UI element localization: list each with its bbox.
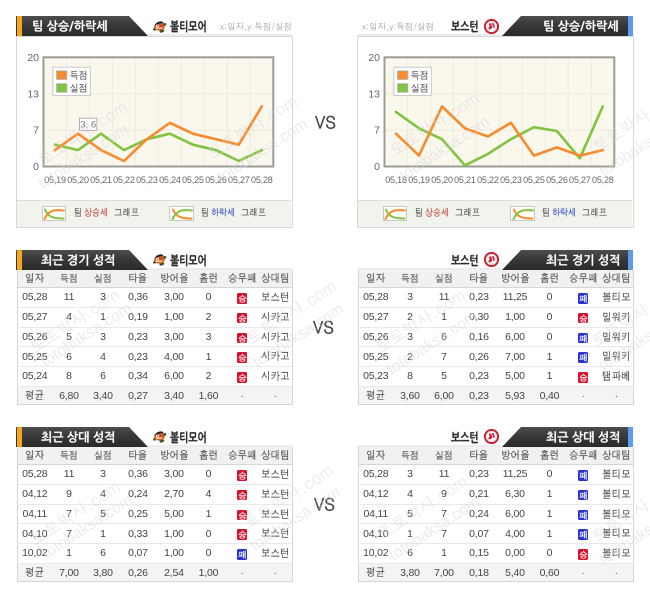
- svg-text:05,22: 05,22: [477, 175, 499, 185]
- svg-text:05,20: 05,20: [67, 175, 89, 185]
- svg-text:05,22: 05,22: [113, 175, 135, 185]
- svg-text:0: 0: [374, 161, 380, 173]
- svg-text:05,26: 05,26: [546, 175, 568, 185]
- svg-text:05,23: 05,23: [500, 175, 522, 185]
- svg-text:13: 13: [27, 88, 39, 100]
- svg-text:05,25: 05,25: [182, 175, 204, 185]
- svg-text:05,21: 05,21: [454, 175, 476, 185]
- svg-text:20: 20: [27, 52, 39, 64]
- svg-text:05,25: 05,25: [523, 175, 545, 185]
- svg-text:05,23: 05,23: [136, 175, 158, 185]
- svg-text:05,27: 05,27: [228, 175, 250, 185]
- svg-text:05,19: 05,19: [44, 175, 66, 185]
- svg-text:0: 0: [33, 161, 39, 173]
- svg-text:05,20: 05,20: [431, 175, 453, 185]
- svg-text:05,24: 05,24: [159, 175, 181, 185]
- svg-text:05,27: 05,27: [569, 175, 591, 185]
- svg-text:13: 13: [368, 88, 380, 100]
- svg-text:05,19: 05,19: [408, 175, 430, 185]
- svg-text:7: 7: [374, 125, 380, 137]
- svg-text:7: 7: [33, 125, 39, 137]
- svg-text:05,18: 05,18: [385, 175, 407, 185]
- svg-text:20: 20: [368, 52, 380, 64]
- svg-text:05,21: 05,21: [90, 175, 112, 185]
- svg-text:05,28: 05,28: [251, 175, 273, 185]
- svg-text:05,26: 05,26: [205, 175, 227, 185]
- svg-text:05,28: 05,28: [592, 175, 614, 185]
